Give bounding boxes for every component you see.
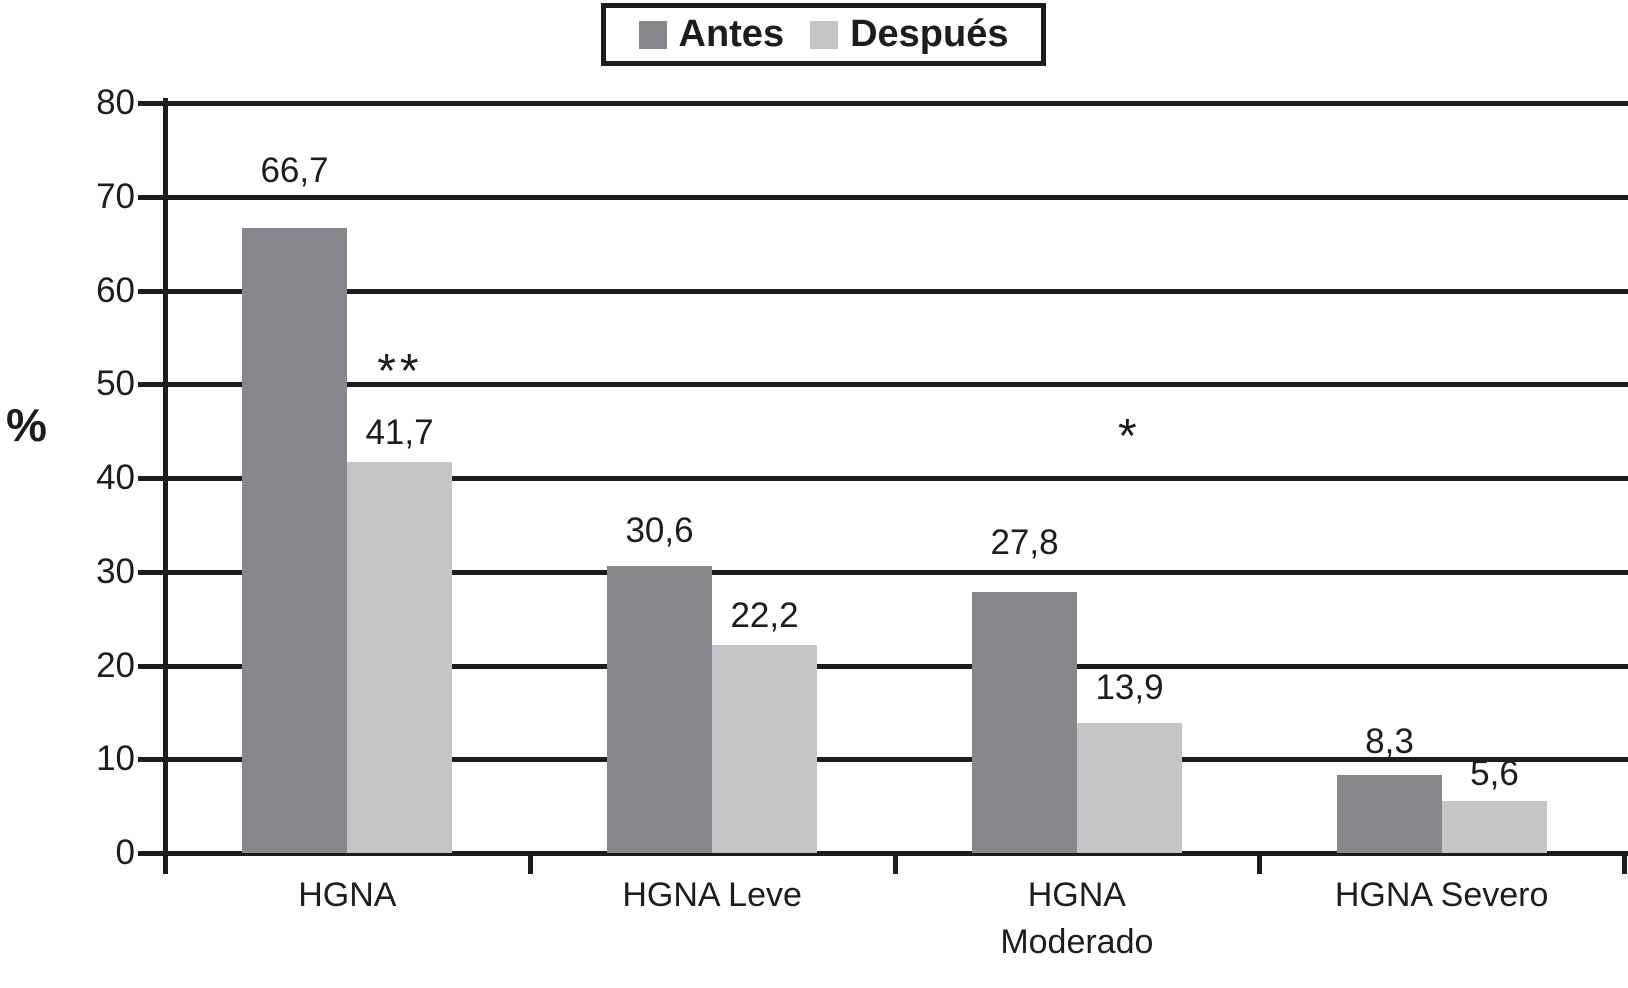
y-tick-label-50: 50	[96, 364, 135, 403]
x-category-label-4: HGNA Severo	[1334, 876, 1549, 914]
y-axis-title: %	[6, 399, 47, 451]
bar-antes-1	[242, 228, 347, 853]
x-category-label-3: HGNA Moderado	[1000, 876, 1154, 961]
x-axis-tick-4	[1622, 853, 1627, 874]
y-tick-label-80: 80	[96, 83, 135, 122]
chart-legend: Antes Después	[601, 3, 1046, 66]
y-axis-tick-30	[138, 570, 165, 575]
bar-después-3	[1077, 723, 1182, 853]
y-tick-label-30: 30	[96, 552, 135, 591]
x-axis-line	[138, 851, 1628, 856]
significance-marker-1: **	[377, 344, 423, 398]
value-label-antes-4: 8,3	[1365, 722, 1414, 761]
y-tick-label-10: 10	[96, 739, 135, 778]
y-tick-label-60: 60	[96, 271, 135, 310]
y-axis-tick-60	[138, 289, 165, 294]
gridline-40	[163, 476, 1628, 481]
gridline-60	[163, 289, 1628, 294]
bar-después-2	[712, 645, 817, 853]
value-label-antes-2: 30,6	[625, 511, 694, 550]
y-axis-tick-20	[138, 664, 165, 669]
value-label-antes-3: 27,8	[990, 523, 1059, 562]
gridline-20	[163, 664, 1628, 669]
value-label-después-4: 5,6	[1470, 754, 1519, 793]
legend-label-despues: Después	[850, 13, 1009, 55]
y-tick-label-70: 70	[96, 177, 135, 216]
bar-después-1	[347, 462, 452, 853]
x-axis-tick-1	[528, 853, 533, 874]
y-axis-tick-10	[138, 757, 165, 762]
y-axis-tick-70	[138, 195, 165, 200]
despues-color-swatch	[810, 20, 839, 49]
gridline-10	[163, 757, 1628, 762]
y-tick-label-20: 20	[96, 646, 135, 685]
value-label-después-2: 22,2	[730, 596, 799, 635]
bar-antes-3	[972, 592, 1077, 853]
antes-color-swatch	[638, 20, 667, 49]
y-tick-label-40: 40	[96, 458, 135, 497]
x-axis-tick-2	[893, 853, 898, 874]
y-axis-tick-50	[138, 382, 165, 387]
legend-item-antes: Antes	[638, 13, 785, 56]
y-axis-line	[163, 98, 168, 872]
bar-después-4	[1442, 801, 1547, 853]
gridline-30	[163, 570, 1628, 575]
bar-antes-2	[607, 566, 712, 853]
gridline-50	[163, 382, 1628, 387]
legend-item-despues: Después	[810, 13, 1008, 56]
significance-marker-2: *	[1118, 410, 1141, 464]
x-category-label-1: HGNA	[298, 876, 397, 914]
legend-label-antes: Antes	[678, 13, 785, 55]
x-axis-tick-0	[163, 853, 168, 874]
gridline-80	[163, 101, 1628, 106]
y-axis-tick-40	[138, 476, 165, 481]
x-category-label-2: HGNA Leve	[622, 876, 802, 914]
x-axis-tick-3	[1257, 853, 1262, 874]
value-label-después-3: 13,9	[1095, 668, 1164, 707]
gridline-70	[163, 195, 1628, 200]
bar-antes-4	[1337, 775, 1442, 853]
value-label-después-1: 41,7	[365, 413, 434, 452]
y-axis-tick-80	[138, 101, 165, 106]
value-label-antes-1: 66,7	[260, 151, 329, 190]
y-tick-label-0: 0	[115, 833, 135, 872]
